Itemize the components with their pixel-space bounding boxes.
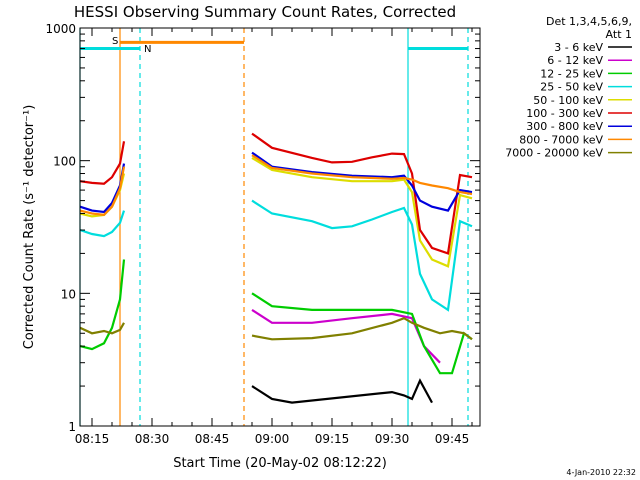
series-line	[251, 308, 441, 364]
x-tick-label: 09:30	[375, 432, 410, 446]
series-line	[79, 166, 126, 217]
flag-label-s: S	[112, 36, 118, 47]
legend-label: 100 - 300 keV	[526, 107, 603, 120]
series-line	[79, 163, 126, 214]
y-tick-label: 100	[53, 155, 76, 169]
x-tick-label: 08:15	[75, 432, 110, 446]
x-tick-label: 08:30	[135, 432, 170, 446]
chart-title: HESSI Observing Summary Count Rates, Cor…	[74, 3, 456, 21]
flag-label-n: N	[144, 44, 151, 55]
series-line	[251, 199, 473, 312]
x-axis-label: Start Time (20-May-02 08:12:22)	[173, 456, 387, 471]
plot-frame	[79, 27, 481, 427]
x-tick-label: 08:45	[195, 432, 230, 446]
y-axis-label: Corrected Count Rate (s⁻¹ detector⁻¹)	[22, 105, 37, 350]
series-line	[251, 154, 473, 196]
legend-label: 7000 - 20000 keV	[505, 147, 603, 160]
series-line	[251, 316, 473, 341]
series-line	[251, 151, 473, 212]
legend-label: 800 - 7000 keV	[519, 133, 603, 146]
legend-label: 25 - 50 keV	[540, 81, 603, 94]
legend-label: 12 - 25 keV	[540, 67, 603, 80]
series-line	[79, 210, 126, 238]
series-lines	[79, 132, 473, 404]
y-tick-label: 10	[61, 287, 76, 301]
y-tick-label: 1000	[45, 22, 76, 36]
flag-markers: SN	[79, 28, 469, 426]
series-line	[251, 292, 473, 375]
axes: 08:15 08:30 08:45 09:00 09:15 09:30 09:45 1 10 10…	[45, 22, 480, 446]
series-line	[79, 259, 126, 351]
x-tick-label: 09:15	[315, 432, 350, 446]
x-tick-label: 09:00	[255, 432, 290, 446]
render-timestamp: 4-Jan-2010 22:32	[566, 468, 636, 477]
legend-label: 300 - 800 keV	[526, 120, 603, 133]
legend-label: 3 - 6 keV	[554, 41, 603, 54]
series-line	[79, 141, 126, 185]
series-line	[251, 132, 473, 255]
series-line	[251, 156, 473, 268]
series-line	[79, 322, 125, 335]
legend-label: 6 - 12 keV	[547, 54, 603, 67]
series-line	[251, 378, 433, 404]
legend-header-2: Att 1	[606, 28, 632, 41]
x-tick-label: 09:45	[435, 432, 470, 446]
y-tick-label: 1	[68, 420, 76, 434]
legend-header-1: Det 1,3,4,5,6,9,	[546, 15, 632, 28]
legend-label: 50 - 100 keV	[533, 94, 603, 107]
